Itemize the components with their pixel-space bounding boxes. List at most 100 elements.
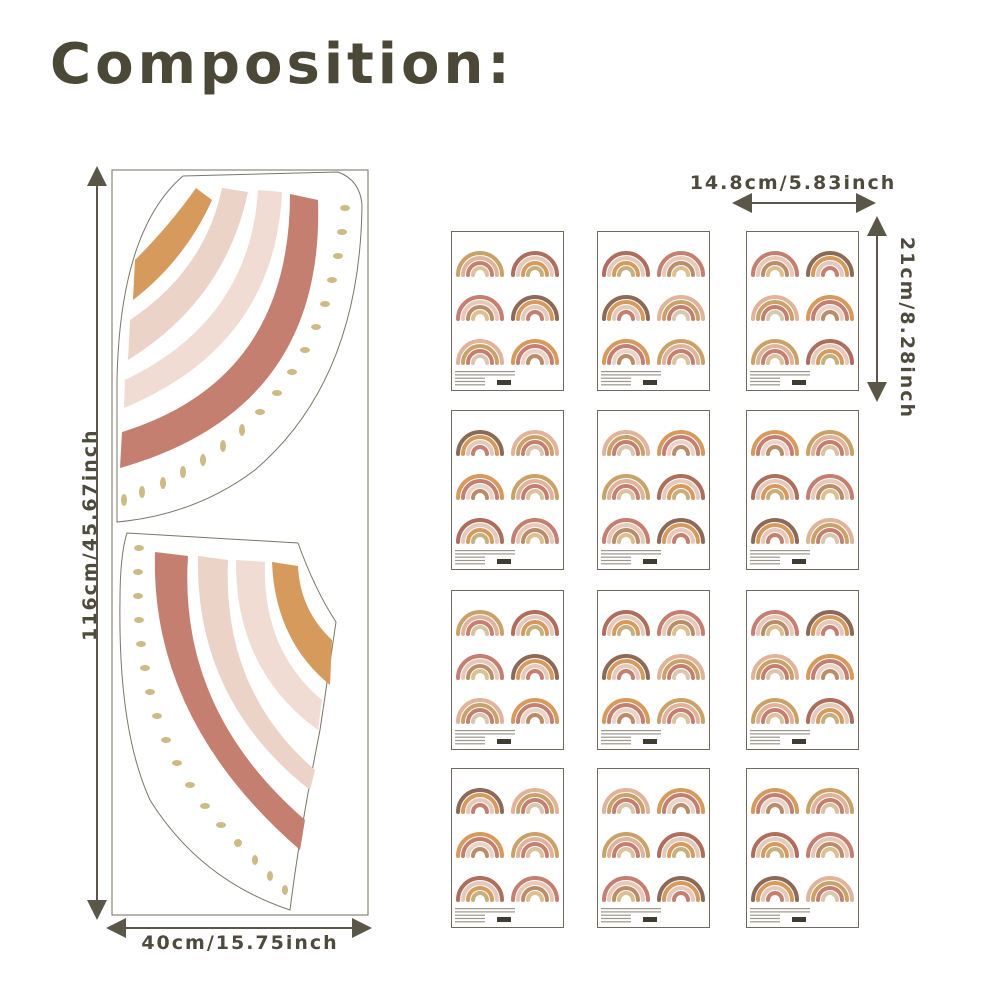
fine-print-line xyxy=(601,550,661,552)
product-code-tag xyxy=(497,917,511,922)
fine-print-line xyxy=(455,371,515,373)
mini-rainbow xyxy=(751,339,799,365)
mini-rainbow xyxy=(751,832,799,858)
fine-print-line xyxy=(601,371,661,373)
product-code-tag xyxy=(643,917,657,922)
mini-rainbow xyxy=(602,832,650,858)
fine-print-line xyxy=(750,553,810,555)
fine-print-line xyxy=(750,556,780,558)
fine-print-line xyxy=(750,911,810,913)
fine-print-line xyxy=(601,911,661,913)
fine-print-line xyxy=(601,377,631,379)
mini-rainbow xyxy=(806,654,854,680)
mini-rainbow xyxy=(806,251,854,277)
mini-rainbow xyxy=(456,832,504,858)
mini-rainbow xyxy=(511,430,559,456)
mini-rainbow xyxy=(511,698,559,724)
height-dimension-label: 116cm/45.67inch xyxy=(79,428,101,641)
mini-rainbow xyxy=(751,474,799,500)
fine-print-line xyxy=(750,743,780,745)
mini-rainbow xyxy=(657,518,705,544)
mini-rainbow xyxy=(456,430,504,456)
fine-print-line xyxy=(455,917,485,920)
mini-rainbow xyxy=(602,251,650,277)
product-code-tag xyxy=(497,380,511,385)
sticker-sheet-graphic xyxy=(451,410,564,570)
mini-rainbow xyxy=(511,788,559,814)
mini-rainbow xyxy=(657,339,705,365)
mini-rainbow xyxy=(657,430,705,456)
fine-print-line xyxy=(455,380,485,383)
fine-print-line xyxy=(455,908,515,910)
mini-rainbow xyxy=(751,788,799,814)
fine-print-line xyxy=(455,559,485,562)
sticker-sheet xyxy=(451,231,564,391)
mini-rainbow xyxy=(657,610,705,636)
mini-rainbow xyxy=(456,251,504,277)
fine-print-line xyxy=(750,559,780,562)
fine-print-line xyxy=(750,550,810,552)
sticker-sheet-graphic xyxy=(746,410,859,570)
product-code-tag xyxy=(643,739,657,744)
top-dash-border xyxy=(121,205,350,506)
mini-rainbow xyxy=(602,610,650,636)
fine-print-line xyxy=(455,911,515,913)
fine-print-line xyxy=(750,380,780,383)
product-code-tag xyxy=(643,559,657,564)
composition-title: Composition: xyxy=(50,32,514,97)
fine-print-line xyxy=(750,736,780,738)
mini-rainbow xyxy=(602,518,650,544)
mini-rainbow xyxy=(511,876,559,902)
fine-print-line xyxy=(601,374,661,376)
sticker-sheet-graphic xyxy=(451,231,564,391)
fine-print-line xyxy=(601,553,661,555)
sheet-height-dimension-label: 21cm/8.28inch xyxy=(896,236,918,420)
fine-print-line xyxy=(750,377,780,379)
fine-print-line xyxy=(455,736,485,738)
product-code-tag xyxy=(792,739,806,744)
fine-print-line xyxy=(601,384,631,386)
mini-rainbow xyxy=(602,430,650,456)
mini-rainbow xyxy=(456,339,504,365)
mini-rainbow xyxy=(456,876,504,902)
fine-print-line xyxy=(750,733,810,735)
product-code-tag xyxy=(497,559,511,564)
fine-print-line xyxy=(455,556,485,558)
mini-rainbow xyxy=(602,654,650,680)
mini-rainbow xyxy=(806,788,854,814)
mini-rainbow xyxy=(511,474,559,500)
product-code-tag xyxy=(792,380,806,385)
mini-rainbow xyxy=(602,698,650,724)
mini-rainbow xyxy=(456,610,504,636)
mini-rainbow xyxy=(806,876,854,902)
fine-print-line xyxy=(601,736,631,738)
fine-print-line xyxy=(601,743,631,745)
sticker-sheet xyxy=(746,768,859,928)
mini-rainbow xyxy=(806,339,854,365)
mini-rainbow xyxy=(751,295,799,321)
fine-print-line xyxy=(750,914,780,916)
sticker-sheet-graphic xyxy=(597,590,710,750)
fine-print-line xyxy=(455,563,485,565)
bottom-dash-border xyxy=(133,545,288,895)
mini-rainbow xyxy=(806,610,854,636)
mini-rainbow xyxy=(456,788,504,814)
fine-print-line xyxy=(455,739,485,742)
sticker-sheet-graphic xyxy=(597,231,710,391)
sticker-sheet-graphic xyxy=(451,768,564,928)
mini-rainbow xyxy=(511,518,559,544)
mini-rainbow xyxy=(806,698,854,724)
mini-rainbow xyxy=(751,610,799,636)
product-code-tag xyxy=(792,917,806,922)
fine-print-line xyxy=(750,739,780,742)
fine-print-line xyxy=(601,917,631,920)
mini-rainbow xyxy=(657,654,705,680)
fine-print-line xyxy=(455,743,485,745)
sticker-sheet-graphic xyxy=(746,231,859,391)
fine-print-line xyxy=(750,563,780,565)
mini-rainbow xyxy=(602,295,650,321)
fine-print-line xyxy=(601,739,631,742)
fine-print-line xyxy=(750,917,780,920)
mini-rainbow xyxy=(751,518,799,544)
mini-rainbow xyxy=(657,788,705,814)
